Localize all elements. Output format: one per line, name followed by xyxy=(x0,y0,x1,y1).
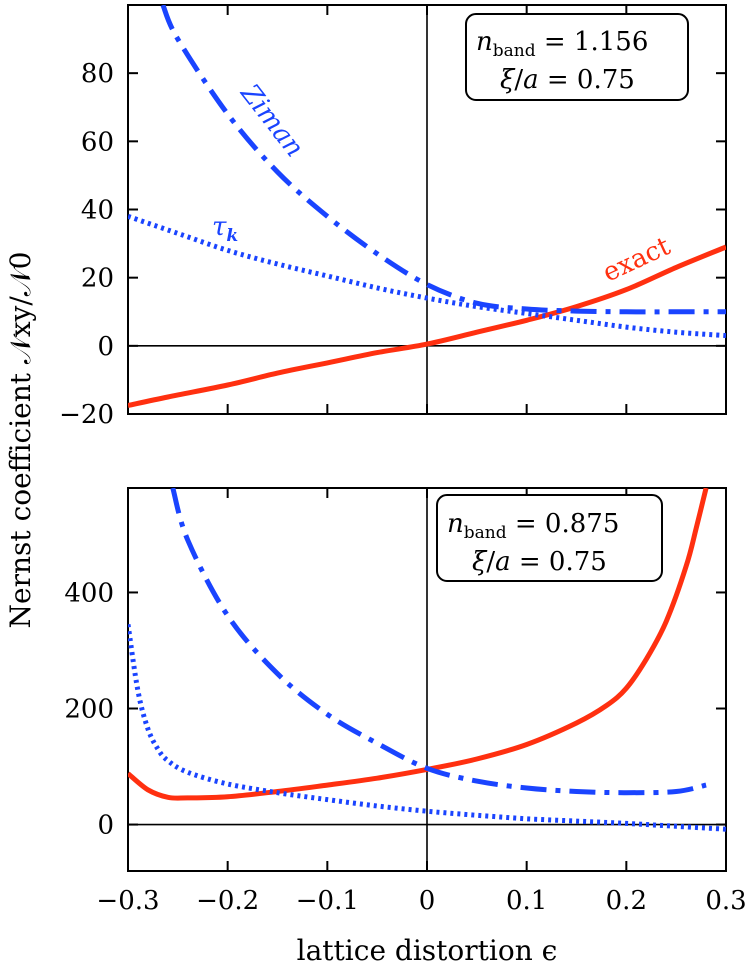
top-legend-box: nband = 1.156 ξ/a = 0.75 xyxy=(465,13,689,101)
bot-xtick-label-5: 0.2 xyxy=(606,886,647,916)
top-ytick-label-5: 80 xyxy=(81,59,114,89)
bot-series-exact xyxy=(128,488,709,801)
bot-ytick-label-1: 200 xyxy=(64,695,114,725)
top-series-exact xyxy=(128,244,726,408)
top-ytick-label-0: −20 xyxy=(59,400,114,430)
bottom-legend-frame xyxy=(436,494,663,582)
top-label-tau: τk xyxy=(212,212,238,246)
top-ytick-label-4: 60 xyxy=(81,127,114,157)
bot-xtick-label-0: −0.3 xyxy=(96,886,159,916)
top-ytick-label-1: 0 xyxy=(97,332,114,362)
x-axis-title: lattice distortion ϵ xyxy=(297,934,558,967)
top-label-ziman: Ziman xyxy=(234,78,310,163)
top-ytick-label-3: 40 xyxy=(81,196,114,226)
bot-series-ziman xyxy=(170,488,707,796)
bot-xtick-label-3: 0 xyxy=(419,886,436,916)
top-ticks: −20 0 20 40 60 80 xyxy=(59,5,727,430)
bot-series-k xyxy=(128,624,726,832)
bottom-series xyxy=(128,488,726,832)
bottom-legend-box: nband = 0.875 ξ/a = 0.75 xyxy=(436,494,663,582)
top-series-ziman xyxy=(160,5,726,315)
bot-xtick-label-1: −0.2 xyxy=(196,886,259,916)
top-legend-nband-value: = 1.156 xyxy=(536,27,649,57)
top-series xyxy=(128,5,726,408)
top-series-k xyxy=(128,213,726,339)
bottom-legend-nband: nband = 0.875 xyxy=(447,509,619,543)
bottom-panel: 0 200 400 −0.3 −0.2 −0.1 0 0.1 0.2 0.3 nband = 0.… xyxy=(64,487,747,916)
bot-xtick-label-4: 0.1 xyxy=(506,886,547,916)
top-panel: −20 0 20 40 60 80 nband = 1.156 ξ/a = 0.75 Zi… xyxy=(59,4,727,430)
y-axis-title: Nernst coefficient 𝒩xy/𝒩0 xyxy=(4,252,37,629)
bot-xtick-label-2: −0.1 xyxy=(296,886,359,916)
bottom-legend-xi: ξ/a = 0.75 xyxy=(472,547,607,577)
top-label-exact: exact xyxy=(598,231,675,288)
top-legend-frame xyxy=(465,13,689,101)
bottom-ticks: 0 200 400 −0.3 −0.2 −0.1 0 0.1 0.2 0.3 xyxy=(64,488,747,916)
top-ytick-label-2: 20 xyxy=(81,264,114,294)
bot-ytick-label-0: 0 xyxy=(97,811,114,841)
bot-xtick-label-6: 0.3 xyxy=(705,886,746,916)
top-legend-xi: ξ/a = 0.75 xyxy=(500,65,635,95)
top-legend-nband: nband = 1.156 xyxy=(476,27,648,61)
bot-ytick-label-2: 400 xyxy=(64,578,114,608)
